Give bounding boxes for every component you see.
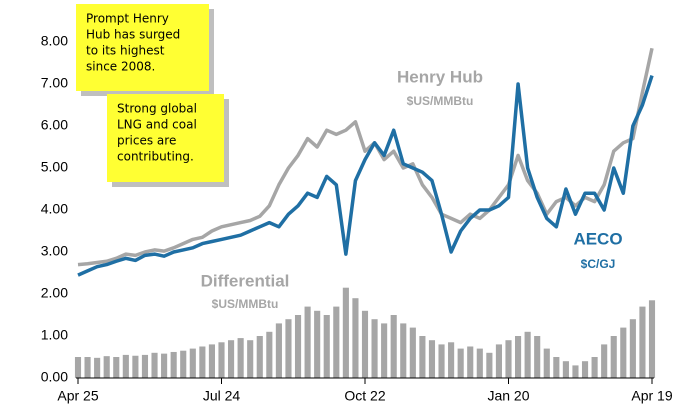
bar <box>562 361 569 378</box>
bar <box>419 336 426 378</box>
bar <box>400 323 407 378</box>
annotation-line: Hub has surged <box>86 28 180 42</box>
bar <box>390 315 397 378</box>
bar <box>352 298 359 378</box>
bar <box>180 350 187 378</box>
annotation-line: Strong global <box>117 102 197 116</box>
bar <box>151 352 158 378</box>
annotation-line: since 2008. <box>86 60 155 74</box>
x-tick-label: Jul 24 <box>203 388 241 404</box>
y-tick-label: 4.00 <box>41 201 68 217</box>
x-tick-label: Jan 20 <box>487 388 529 404</box>
bar <box>285 319 292 378</box>
bar <box>476 348 483 378</box>
bar <box>572 365 579 378</box>
bar <box>467 346 474 378</box>
bar <box>189 348 196 378</box>
annotation-line: contributing. <box>117 150 194 164</box>
y-tick-label: 6.00 <box>41 117 68 133</box>
bar <box>294 315 302 378</box>
bar <box>208 344 215 378</box>
series-unit: $C/GJ <box>581 257 616 271</box>
bar <box>371 319 378 378</box>
bar <box>543 348 550 378</box>
bar <box>103 356 110 378</box>
annotation-line: LNG and coal <box>117 118 197 132</box>
bar <box>486 352 493 378</box>
series-label: AECO <box>573 229 622 248</box>
bar <box>113 357 120 378</box>
annotation-line: to its highest <box>86 44 165 58</box>
bar <box>247 340 254 378</box>
bar <box>581 361 589 378</box>
bar <box>170 351 177 378</box>
y-tick-label: 5.00 <box>41 159 68 175</box>
series-label: Henry Hub <box>397 67 483 86</box>
bar <box>237 338 244 378</box>
x-tick-label: Oct 22 <box>344 388 385 404</box>
bar <box>524 331 531 378</box>
y-tick-label: 3.00 <box>41 243 68 259</box>
bar <box>132 355 139 378</box>
annotations: Prompt Henry Hub has surged to its highest… <box>76 4 229 187</box>
bar <box>409 327 416 378</box>
bar <box>553 357 560 378</box>
line <box>77 75 654 277</box>
annotation-line: prices are <box>117 134 176 148</box>
bar <box>314 310 321 378</box>
bar <box>639 306 646 378</box>
bar <box>629 319 636 378</box>
bar <box>534 336 541 378</box>
y-tick-label: 8.00 <box>41 33 68 49</box>
bar <box>591 357 598 378</box>
bar <box>648 300 656 378</box>
bar <box>505 340 512 378</box>
bar <box>199 346 206 378</box>
series-unit: $US/MMBtu <box>212 297 279 311</box>
bar <box>495 344 502 378</box>
y-tick-label: 0.00 <box>41 369 68 385</box>
bar <box>428 340 436 378</box>
bar <box>256 336 263 378</box>
note-box <box>107 94 224 182</box>
bar <box>361 310 369 378</box>
bar <box>84 357 91 378</box>
bar <box>381 323 388 378</box>
bar <box>323 315 330 378</box>
y-tick-label: 7.00 <box>41 75 68 91</box>
x-tick-label: Apr 19 <box>631 388 672 404</box>
annotation-line: Prompt Henry <box>86 12 169 26</box>
note-box <box>76 4 209 91</box>
y-tick-label: 1.00 <box>41 327 68 343</box>
bar <box>342 287 349 378</box>
bar <box>438 344 445 378</box>
bar <box>304 306 311 378</box>
bar <box>601 344 608 378</box>
bar <box>333 306 340 378</box>
bar <box>275 323 282 378</box>
x-tick-label: Apr 25 <box>57 388 98 404</box>
bar <box>122 354 129 378</box>
bar <box>610 336 617 378</box>
bar <box>74 357 82 378</box>
series-label: Differential <box>201 271 290 290</box>
bar <box>94 357 101 378</box>
bar <box>218 342 225 378</box>
bar <box>266 331 273 378</box>
bar <box>161 353 168 378</box>
bar <box>457 348 464 378</box>
bar <box>515 336 522 378</box>
y-tick-label: 2.00 <box>41 285 68 301</box>
line <box>77 47 654 267</box>
bar <box>620 327 627 378</box>
bar <box>448 342 455 378</box>
bar <box>228 340 235 378</box>
bar <box>141 354 149 378</box>
series-unit: $US/MMBtu <box>407 94 474 108</box>
